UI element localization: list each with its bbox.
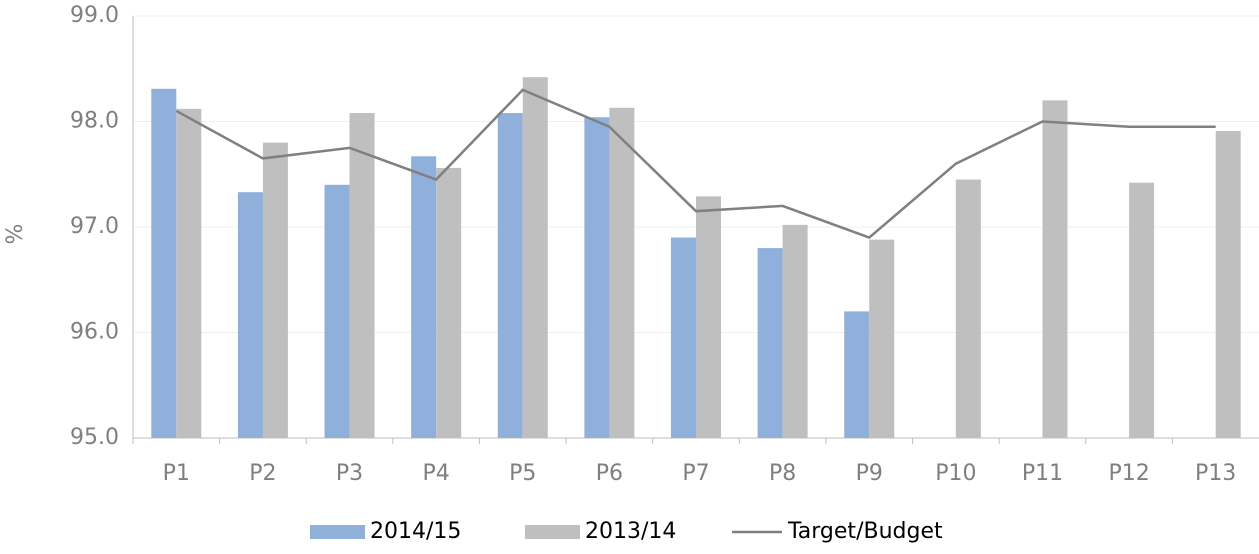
x-tick-label: P10 <box>935 461 976 486</box>
x-tick-label: P12 <box>1108 461 1149 486</box>
bar <box>782 224 808 438</box>
bar <box>324 184 350 438</box>
x-tick-label: P11 <box>1022 461 1063 486</box>
bar <box>1129 182 1155 438</box>
legend-label: Target/Budget <box>787 519 943 544</box>
y-tick-label: 97.0 <box>70 214 119 239</box>
bar <box>955 179 981 438</box>
x-tick-label: P13 <box>1195 461 1236 486</box>
y-axis-label: % <box>3 224 28 245</box>
y-tick-label: 96.0 <box>70 320 119 345</box>
bar <box>844 311 870 438</box>
legend-swatch <box>310 525 365 539</box>
bar <box>869 239 895 438</box>
bar <box>237 192 263 438</box>
x-tick-label: P4 <box>423 461 450 486</box>
legend-label: 2013/14 <box>585 519 676 544</box>
x-tick-label: P6 <box>596 461 623 486</box>
y-tick-label: 99.0 <box>70 3 119 28</box>
bar <box>151 88 177 439</box>
bar <box>609 107 635 438</box>
y-tick-label: 98.0 <box>70 109 119 134</box>
bar <box>696 196 721 438</box>
legend-swatch <box>525 525 580 539</box>
bar <box>436 167 462 439</box>
bar <box>522 77 548 438</box>
y-tick-label: 95.0 <box>70 425 119 450</box>
x-tick-label: P7 <box>682 461 709 486</box>
bar <box>584 117 610 438</box>
legend-label: 2014/15 <box>370 519 461 544</box>
x-tick-label: P9 <box>856 461 883 486</box>
bar <box>671 237 696 438</box>
x-tick-label: P1 <box>163 461 190 486</box>
x-tick-label: P3 <box>336 461 363 486</box>
bar <box>176 108 202 438</box>
x-tick-label: P8 <box>769 461 796 486</box>
bar <box>262 142 288 438</box>
bar <box>411 156 437 438</box>
x-tick-label: P2 <box>249 461 276 486</box>
bar <box>1215 130 1241 438</box>
bar <box>757 248 783 438</box>
x-tick-label: P5 <box>509 461 536 486</box>
bar <box>1042 100 1068 439</box>
bar <box>497 113 523 438</box>
line <box>175 88 1216 239</box>
bar <box>349 113 375 438</box>
